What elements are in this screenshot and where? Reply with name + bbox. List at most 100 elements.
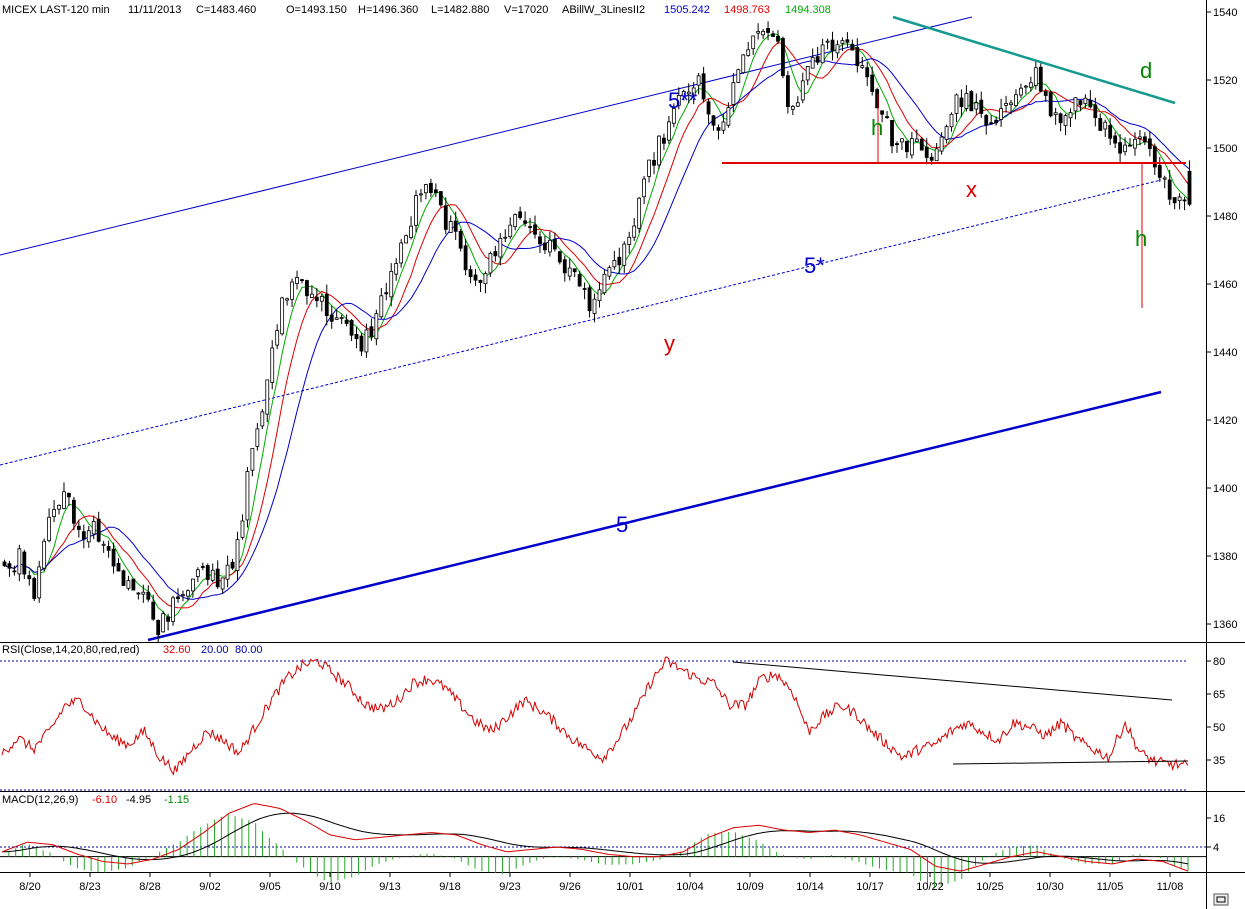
candle-body <box>1043 91 1048 96</box>
pattern-annotations <box>722 15 1186 308</box>
macd-value: -6.10 <box>92 794 117 806</box>
candle-body <box>756 31 761 34</box>
candle-body <box>845 39 850 43</box>
candle-body <box>334 317 339 320</box>
label-wave-5-star: 5* <box>804 253 825 278</box>
price-tick-label: 1380 <box>1213 551 1237 563</box>
candle-body <box>1133 138 1137 149</box>
candle-body <box>319 295 324 302</box>
candle-body <box>359 335 364 352</box>
candle-body <box>800 80 805 101</box>
candle-body <box>131 578 136 591</box>
candle-body <box>76 525 81 530</box>
candle-body <box>47 516 52 542</box>
candle-body <box>86 530 91 543</box>
candle-body <box>825 40 830 43</box>
candle-body <box>156 620 161 636</box>
candle-body <box>647 159 651 177</box>
candle-body <box>627 236 632 245</box>
scroll-end-button[interactable] <box>1213 893 1229 906</box>
date-tick-label: 9/18 <box>439 881 460 893</box>
header-volume: V=17020 <box>504 4 548 16</box>
candle-body <box>106 546 111 551</box>
candle-body <box>349 320 354 336</box>
header-close: C=1483.460 <box>196 4 256 16</box>
candle-body <box>671 108 676 124</box>
rsi-level-low: 20.00 <box>201 644 229 656</box>
candle-body <box>776 35 780 42</box>
candle-body <box>741 54 746 74</box>
candle-body <box>959 97 964 108</box>
candle-body <box>468 269 473 278</box>
candle-body <box>711 115 716 126</box>
candle-body <box>1152 146 1157 168</box>
candle-body <box>929 156 934 161</box>
candle-body <box>572 268 577 273</box>
date-tick-label: 9/10 <box>319 881 340 893</box>
candle-body <box>746 49 751 56</box>
label-wave-5: 5 <box>616 512 628 537</box>
candle-body <box>290 281 294 300</box>
channel-lines <box>0 16 1162 642</box>
candle-body <box>101 543 106 546</box>
candle-body <box>761 31 766 36</box>
candle-body <box>855 47 860 67</box>
candle-body <box>210 569 215 581</box>
candle-body <box>989 122 994 125</box>
candle-body <box>949 113 954 128</box>
channel-line-5-star <box>0 179 1162 466</box>
candle-body <box>528 226 532 228</box>
macd-y-axis: 16 4 <box>1206 813 1225 854</box>
candle-body <box>691 87 696 96</box>
price-tick-label: 1400 <box>1213 483 1237 495</box>
candle-body <box>543 242 547 251</box>
candle-body <box>270 347 275 383</box>
candle-body <box>240 520 245 538</box>
header-line-blue: 1505.242 <box>664 4 710 16</box>
label-h-top: h <box>871 115 883 140</box>
candle-body <box>364 329 369 353</box>
rsi-tick-label: 50 <box>1213 722 1225 734</box>
candle-body <box>458 231 463 249</box>
candle-body <box>181 594 185 597</box>
date-tick-label: 10/09 <box>736 881 764 893</box>
header-open: O=1493.150 <box>286 4 347 16</box>
candle-body <box>37 566 42 599</box>
candle-body <box>751 35 756 50</box>
candle-body <box>577 274 582 287</box>
candle-body <box>909 138 914 156</box>
rsi-line <box>1 656 1189 776</box>
candle-body <box>944 126 949 140</box>
candle-body <box>32 578 37 599</box>
date-tick-label: 10/17 <box>856 881 884 893</box>
candle-body <box>428 182 433 194</box>
candle-body <box>27 575 32 580</box>
header-date: 11/11/2013 <box>128 4 181 16</box>
candle-body <box>706 101 711 115</box>
candle-body <box>394 263 399 275</box>
price-tick-label: 1540 <box>1213 7 1237 19</box>
price-tick-label: 1520 <box>1213 75 1237 87</box>
candle-body <box>994 119 999 124</box>
candle-body <box>389 270 394 298</box>
candle-body <box>22 551 27 575</box>
candle-body <box>701 73 706 100</box>
candle-body <box>1098 118 1103 131</box>
candle-body <box>840 40 845 44</box>
candle-body <box>934 148 939 162</box>
candle-body <box>414 195 418 226</box>
candle-body <box>924 146 929 158</box>
candle-body <box>116 562 121 572</box>
candle-body <box>1014 94 1018 106</box>
candle-body <box>642 178 647 198</box>
candle-body <box>62 491 66 509</box>
candle-body <box>939 136 944 152</box>
candle-body <box>790 106 795 110</box>
date-tick-label: 9/02 <box>199 881 220 893</box>
candle-body <box>657 135 661 166</box>
header-high: H=1496.360 <box>358 4 418 16</box>
macd-title: MACD(12,26,9) <box>2 794 78 806</box>
candle-body <box>1009 102 1013 106</box>
resistance-line <box>892 15 1176 105</box>
